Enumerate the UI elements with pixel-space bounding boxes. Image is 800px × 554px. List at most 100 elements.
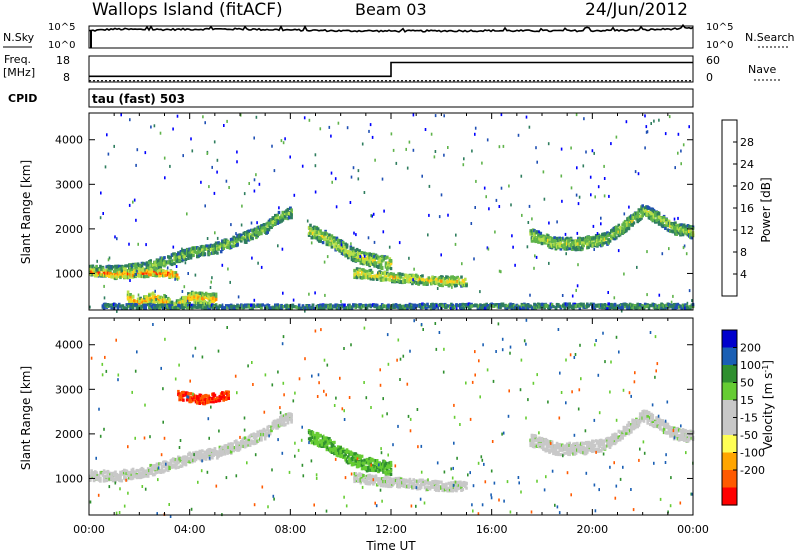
echo-speckle <box>204 204 206 208</box>
echo-cell <box>297 303 301 307</box>
echo-speckle <box>486 138 489 142</box>
echo-cell <box>557 242 560 246</box>
echo-cell <box>235 439 238 443</box>
echo-speckle <box>575 113 578 117</box>
echo-cell <box>268 432 272 436</box>
echo-cell <box>170 260 174 264</box>
echo-cell <box>168 303 171 308</box>
echo-cell <box>185 301 189 305</box>
echo-cell <box>574 248 578 252</box>
echo-speckle <box>430 132 433 136</box>
echo-cell <box>174 271 178 275</box>
echo-cell <box>146 303 150 307</box>
nsky-label: N.Sky <box>3 31 35 44</box>
echo-cell <box>462 306 466 310</box>
echo-cell <box>125 264 129 268</box>
echo-cell <box>201 453 204 457</box>
echo-cell <box>272 306 276 310</box>
echo-speckle <box>677 132 680 136</box>
echo-cell <box>276 303 280 307</box>
echo-cell <box>228 445 232 449</box>
echo-cell <box>637 218 641 223</box>
echo-cell <box>194 291 198 295</box>
echo-cell <box>379 263 383 267</box>
echo-speckle <box>136 269 138 273</box>
echo-cell <box>307 429 311 433</box>
echo-cell <box>236 238 239 242</box>
echo-cell <box>388 278 392 282</box>
echo-speckle <box>159 131 162 135</box>
echo-cell <box>645 209 648 213</box>
echo-cell <box>438 278 442 282</box>
echo-cell <box>612 229 616 233</box>
echo-cell <box>311 431 315 435</box>
echo-cell <box>109 475 112 479</box>
echo-cell <box>182 393 185 398</box>
echo-cell <box>637 209 641 213</box>
echo-cell <box>104 274 107 278</box>
echo-speckle <box>613 296 616 300</box>
echo-speckle <box>301 164 304 168</box>
echo-speckle <box>421 174 423 178</box>
echo-speckle <box>502 144 505 148</box>
echo-cell <box>235 444 238 448</box>
echo-cell <box>313 306 316 310</box>
echo-cell <box>685 227 689 231</box>
echo-cell <box>136 469 140 473</box>
echo-cell <box>146 267 150 271</box>
echo-speckle <box>536 160 538 164</box>
echo-cell <box>672 227 676 231</box>
echo-cell <box>172 457 175 461</box>
nave-label: Nave <box>748 63 776 76</box>
echo-cell <box>286 420 290 424</box>
echo-speckle <box>576 284 579 288</box>
echo-cell <box>180 303 184 307</box>
echo-cell <box>607 302 610 306</box>
echo-cell <box>106 475 110 479</box>
echo-speckle <box>548 221 550 225</box>
echo-speckle <box>561 294 564 297</box>
echo-cell <box>360 276 364 280</box>
echo-speckle <box>620 309 623 313</box>
echo-cell <box>144 274 147 279</box>
echo-cell <box>657 213 661 217</box>
echo-cell <box>427 276 431 280</box>
echo-cell <box>188 451 191 455</box>
echo-speckle <box>481 161 483 165</box>
echo-cell <box>209 300 213 305</box>
echo-speckle <box>556 220 558 224</box>
echo-speckle <box>510 203 512 207</box>
echo-cell <box>559 247 563 251</box>
echo-speckle <box>422 306 425 309</box>
echo-cell <box>623 305 627 309</box>
echo-cell <box>370 270 374 274</box>
echo-cell <box>443 277 447 281</box>
echo-speckle <box>485 195 487 199</box>
echo-cell <box>109 273 112 277</box>
echo-speckle <box>96 259 98 263</box>
echo-speckle <box>230 223 232 227</box>
echo-speckle <box>521 213 523 217</box>
echo-speckle <box>364 251 367 255</box>
echo-cell <box>310 305 314 309</box>
echo-cell <box>214 297 218 301</box>
echo-cell <box>163 256 166 260</box>
echo-cell <box>175 274 179 278</box>
echo-cell <box>608 306 612 310</box>
echo-cell <box>608 239 612 243</box>
echo-cell <box>202 245 205 249</box>
echo-speckle <box>673 217 676 221</box>
echo-cell <box>276 213 280 217</box>
echo-cell <box>105 478 108 483</box>
echo-cell <box>593 244 597 248</box>
echo-speckle <box>314 164 317 168</box>
echo-speckle <box>340 243 343 247</box>
echo-speckle <box>440 193 443 197</box>
echo-cell <box>404 303 408 308</box>
echo-cell <box>657 222 661 226</box>
echo-cell <box>464 277 467 281</box>
echo-cell <box>635 211 638 215</box>
echo-speckle <box>373 240 376 244</box>
echo-cell <box>324 229 327 233</box>
echo-cell <box>622 223 626 227</box>
